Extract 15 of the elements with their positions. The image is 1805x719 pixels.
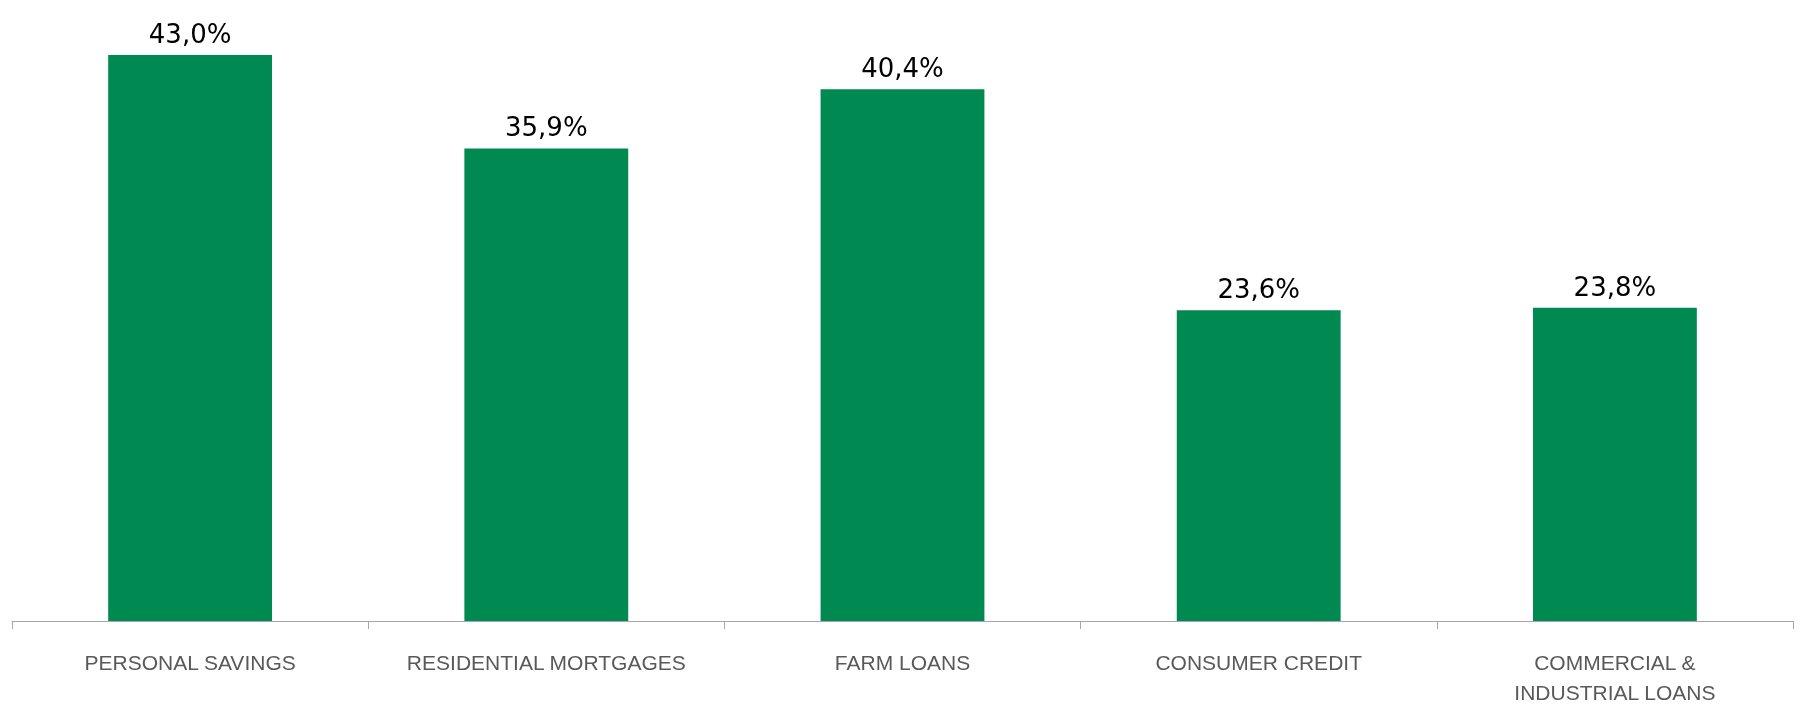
data-label: 43,0%	[148, 19, 232, 49]
data-label: 23,8%	[1573, 271, 1657, 302]
data-label: 35,9%	[505, 112, 588, 143]
x-tick-label: RESIDENTIAL MORTGAGES	[406, 650, 686, 674]
bar	[108, 55, 273, 621]
bar	[1176, 310, 1341, 621]
x-tick-label: CONSUMER CREDIT	[1155, 650, 1363, 674]
x-tick-label: FARM LOANS	[834, 650, 971, 674]
data-label: 23,6%	[1217, 274, 1300, 305]
x-tick-label: PERSONAL SAVINGS	[84, 650, 296, 674]
x-tick-label: COMMERCIAL & INDUSTRIAL LOANS	[1514, 650, 1716, 704]
bar	[1532, 307, 1697, 621]
data-label: 40,4%	[861, 53, 944, 84]
bar	[820, 89, 985, 621]
bar	[464, 148, 629, 621]
